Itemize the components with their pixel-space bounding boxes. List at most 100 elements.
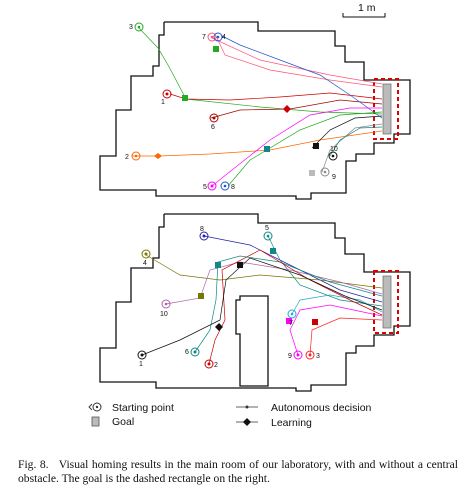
top-start-1: 1 — [161, 89, 172, 106]
legend-goal: Goal — [91, 416, 134, 428]
svg-text:10: 10 — [160, 311, 168, 318]
bottom-path-4 — [145, 254, 383, 289]
legend-learning: Learning — [236, 417, 312, 429]
top-learning-marker — [313, 143, 319, 149]
top-path-7 — [215, 35, 383, 88]
bottom-start-1: 1 — [137, 350, 147, 368]
svg-text:1: 1 — [161, 99, 165, 106]
svg-text:7: 7 — [289, 320, 293, 327]
top-path-8 — [221, 35, 383, 119]
bottom-obstacle — [235, 295, 269, 387]
top-learning-marker — [154, 153, 162, 159]
svg-text:3: 3 — [129, 24, 133, 31]
bottom-start-3: 3 — [305, 350, 320, 360]
bottom-start-10: 10 — [160, 299, 171, 318]
top-path-2 — [132, 130, 383, 157]
bottom-start-9: 9 — [288, 350, 303, 360]
top-start-10: 10 — [328, 146, 338, 161]
top-learning-marker — [213, 46, 219, 52]
top-map: 3 7 4 1 6 2 5 — [99, 21, 411, 200]
top-path-5b — [227, 111, 383, 187]
svg-text:8: 8 — [200, 226, 204, 233]
svg-text:3: 3 — [316, 353, 320, 360]
bottom-start-5: 5 — [263, 225, 273, 241]
bottom-path-6 — [194, 255, 383, 353]
bottom-goal-rect — [373, 270, 399, 334]
bottom-learning-marker — [198, 293, 204, 299]
svg-text:4: 4 — [143, 260, 147, 267]
bottom-learning-marker — [312, 319, 318, 325]
bottom-map: 8 5 4 10 7 6 2 — [99, 213, 411, 392]
svg-text:4: 4 — [222, 34, 226, 41]
bottom-learning-marker — [286, 318, 292, 324]
legend-autonomous-decision: Autonomous decision — [236, 402, 372, 414]
top-path-9 — [321, 123, 383, 173]
top-path-10 — [329, 126, 383, 157]
legend-starting-point: Starting point — [88, 402, 174, 414]
figure-caption: Fig. 8. Visual homing results in the mai… — [18, 458, 458, 486]
svg-text:10: 10 — [330, 146, 338, 153]
top-goal-icon — [382, 83, 392, 135]
top-learning-marker — [283, 105, 291, 113]
learning-diamond-icon — [243, 418, 251, 426]
top-start-3: 3 — [129, 22, 144, 32]
bottom-start-8: 8 — [199, 226, 209, 241]
bottom-learning-marker — [215, 262, 221, 268]
bottom-path-3 — [309, 317, 383, 356]
top-start-2: 2 — [125, 151, 141, 161]
svg-text:6: 6 — [211, 124, 215, 131]
top-learning-marker — [309, 170, 315, 176]
top-room-outline — [99, 21, 411, 200]
svg-text:9: 9 — [288, 353, 292, 360]
top-start-8: 8 — [220, 181, 235, 191]
bottom-learning-marker — [237, 262, 243, 268]
caption-label: Fig. 8. — [18, 458, 49, 471]
top-start-4: 4 — [213, 32, 226, 42]
bottom-start-4: 4 — [141, 249, 151, 267]
starting-point-icon — [88, 402, 102, 412]
top-path-1 — [169, 92, 383, 101]
legend-goal-label: Goal — [112, 416, 134, 428]
bottom-learning-marker — [270, 248, 276, 254]
decision-dot-icon — [245, 405, 249, 409]
svg-text:9: 9 — [332, 174, 336, 181]
svg-text:1: 1 — [139, 361, 143, 368]
top-learning-marker — [182, 95, 188, 101]
legend-starting-point-label: Starting point — [112, 402, 174, 414]
bottom-path-2 — [208, 249, 383, 365]
top-start-6: 6 — [209, 113, 219, 131]
top-learning-marker — [264, 146, 270, 152]
svg-text:8: 8 — [231, 184, 235, 191]
bottom-start-2: 2 — [204, 359, 218, 369]
bottom-learning-marker — [215, 323, 223, 331]
legend-autonomous-decision-label: Autonomous decision — [271, 402, 372, 414]
top-path-5 — [211, 107, 382, 187]
svg-text:2: 2 — [214, 362, 218, 369]
bottom-path-7 — [291, 294, 383, 315]
bottom-path-8 — [203, 235, 383, 303]
scale-bar-label: 1 m — [358, 2, 376, 14]
top-path-4 — [311, 115, 383, 149]
bottom-start-6: 6 — [185, 347, 200, 357]
bottom-room-outline — [99, 213, 411, 392]
top-path-3 — [137, 26, 383, 115]
goal-icon — [91, 416, 100, 427]
bottom-start-7: 7 — [287, 309, 297, 327]
svg-text:7: 7 — [202, 34, 206, 41]
svg-text:5: 5 — [203, 184, 207, 191]
svg-text:6: 6 — [185, 349, 189, 356]
top-path-7b — [211, 37, 383, 85]
bottom-goal-icon — [382, 275, 392, 329]
caption-text: Visual homing results in the main room o… — [18, 458, 458, 485]
top-start-5: 5 — [203, 181, 217, 191]
top-path-6 — [210, 99, 383, 119]
bottom-path-9 — [289, 304, 383, 356]
top-start-7: 7 — [202, 32, 217, 42]
bottom-path-1 — [141, 257, 383, 356]
top-start-9: 9 — [320, 167, 336, 181]
svg-text:2: 2 — [125, 154, 129, 161]
legend-learning-label: Learning — [271, 417, 312, 429]
legend: Starting point Goal Autonomous decision … — [88, 402, 372, 429]
scale-bar: 1 m — [342, 2, 386, 18]
